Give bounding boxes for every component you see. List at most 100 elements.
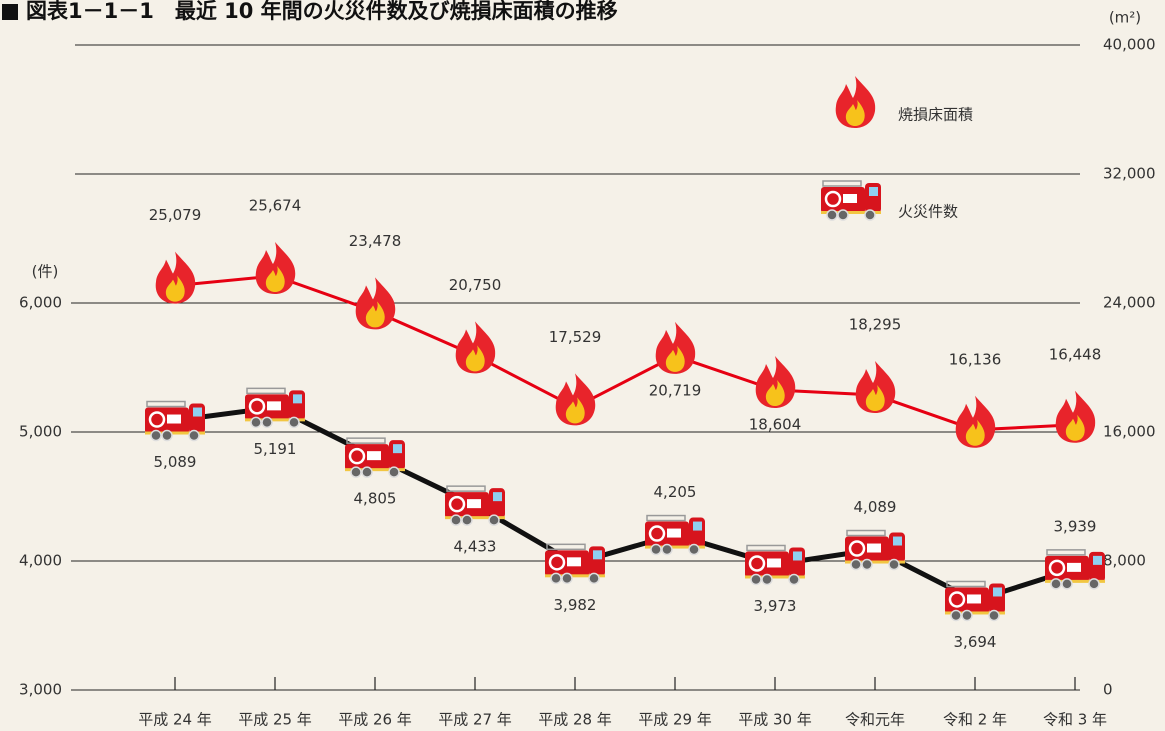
- truck-wheel: [261, 416, 273, 429]
- truck-wheel: [1088, 578, 1100, 590]
- y-tick-label: 3,000: [19, 681, 62, 699]
- flame-marker: [1055, 390, 1096, 443]
- truck-marker: [1045, 549, 1105, 590]
- truck-ladder: [822, 180, 862, 187]
- data-label: 4,205: [654, 483, 697, 501]
- truck-hose: [348, 447, 366, 465]
- truck-window: [693, 521, 702, 531]
- flame-outer: [755, 356, 796, 409]
- flame-inner: [1065, 414, 1085, 441]
- truck-base: [245, 418, 305, 422]
- truck-wheel: [888, 558, 900, 571]
- truck-window: [393, 444, 402, 454]
- truck-wheel: [861, 558, 873, 571]
- data-label: 5,191: [254, 440, 297, 458]
- truck-hose: [948, 591, 966, 608]
- truck-wheel: [688, 543, 700, 556]
- truck-ladder: [546, 543, 586, 551]
- data-label: 3,939: [1054, 517, 1097, 535]
- legend-truck: [821, 180, 881, 221]
- truck-base: [845, 560, 905, 564]
- truck-hose: [848, 540, 866, 557]
- truck-wheel: [288, 416, 300, 429]
- flame-marker: [155, 251, 196, 304]
- data-label: 4,805: [354, 490, 397, 508]
- truck-hose: [748, 555, 766, 572]
- truck-base: [445, 516, 505, 520]
- data-label: 3,694: [954, 633, 997, 651]
- data-label: 5,089: [154, 453, 197, 471]
- y-tick-label: 6,000: [19, 294, 62, 312]
- truck-window: [793, 551, 802, 561]
- legend-flame: [835, 76, 876, 128]
- truck-panel: [367, 451, 381, 461]
- truck-wheel: [561, 572, 573, 585]
- truck-panel: [967, 594, 981, 604]
- y2-tick-label: 16,000: [1103, 423, 1156, 441]
- truck-base: [545, 574, 605, 578]
- y-tick-label: 4,000: [19, 552, 62, 570]
- truck-panel: [267, 401, 281, 411]
- y2-tick-label: 40,000: [1103, 36, 1156, 54]
- truck-window: [593, 550, 602, 560]
- series-line: [174, 404, 1076, 604]
- truck-wheel: [388, 466, 400, 478]
- series-line: [174, 274, 1076, 432]
- x-tick-label: 平成 26 年: [338, 711, 412, 729]
- flame-inner: [365, 301, 385, 328]
- truck-wheel: [550, 572, 562, 585]
- truck-wheel: [1061, 578, 1073, 590]
- truck-window: [869, 187, 878, 196]
- data-label: 20,719: [649, 381, 702, 399]
- truck-wheel: [361, 466, 373, 478]
- flame-outer: [455, 321, 496, 374]
- truck-hose: [1048, 559, 1066, 577]
- data-label: 18,295: [849, 315, 902, 333]
- truck-wheel: [837, 209, 849, 221]
- flame-outer: [955, 395, 996, 448]
- truck-wheel: [761, 573, 773, 586]
- y-axis-label: (件): [32, 263, 59, 281]
- flame-inner: [565, 397, 585, 424]
- truck-wheel: [350, 466, 362, 478]
- truck-panel: [467, 499, 481, 509]
- truck-wheel: [864, 209, 876, 221]
- truck-base: [745, 575, 805, 579]
- flame-outer: [655, 321, 696, 374]
- truck-marker: [745, 544, 805, 586]
- truck-wheel: [461, 514, 473, 526]
- truck-marker: [945, 580, 1005, 622]
- truck-wheel: [850, 558, 862, 571]
- truck-marker: [345, 437, 405, 478]
- data-label: 4,089: [854, 498, 897, 516]
- flame-marker: [955, 395, 996, 448]
- truck-wheel: [150, 429, 162, 442]
- flame-outer: [255, 242, 296, 295]
- truck-wheel: [988, 609, 1000, 622]
- data-label: 18,604: [749, 416, 802, 434]
- truck-marker: [245, 387, 305, 429]
- y2-tick-label: 8,000: [1103, 552, 1146, 570]
- truck-panel: [767, 558, 781, 568]
- truck-wheel: [450, 514, 462, 526]
- truck-wheel: [950, 609, 962, 622]
- truck-wheel: [788, 573, 800, 586]
- truck-panel: [1067, 562, 1081, 572]
- truck-hose: [248, 398, 266, 415]
- legend-label: 焼損床面積: [898, 106, 973, 124]
- flame-outer: [1055, 390, 1096, 443]
- y2-tick-label: 32,000: [1103, 165, 1156, 183]
- flame-inner: [465, 345, 485, 372]
- flame-marker: [355, 277, 396, 330]
- flame-marker: [755, 356, 796, 409]
- truck-ladder: [346, 437, 386, 444]
- truck-hose: [148, 411, 166, 428]
- flame-outer: [555, 373, 596, 426]
- data-label: 16,136: [949, 350, 1002, 368]
- x-tick-label: 平成 27 年: [438, 711, 512, 729]
- data-label: 20,750: [449, 276, 502, 294]
- truck-wheel: [661, 543, 673, 556]
- data-label: 4,433: [454, 538, 497, 556]
- x-tick-label: 平成 30 年: [738, 711, 812, 729]
- x-tick-label: 令和元年: [845, 711, 905, 729]
